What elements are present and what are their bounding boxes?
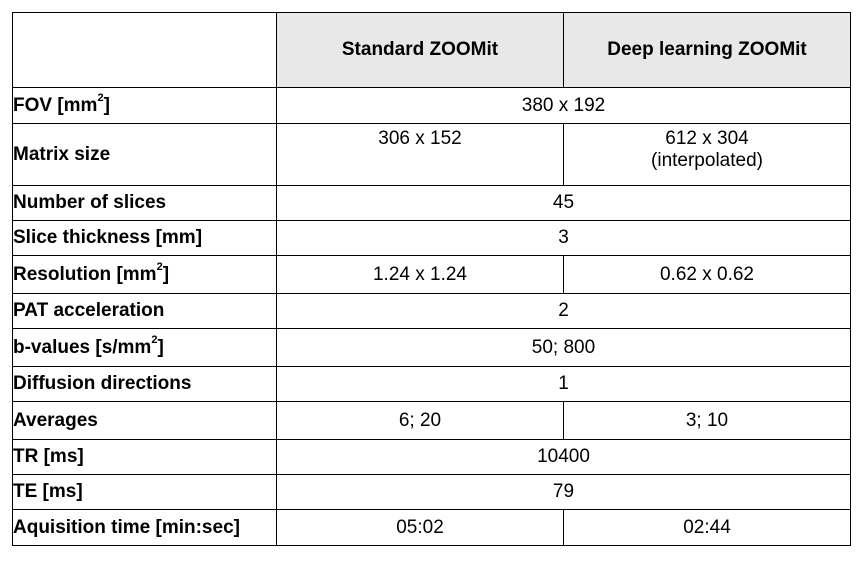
deep-learning-value-cell: 02:44 xyxy=(563,509,851,546)
table-row: b-values [s/mm2] 50; 800 xyxy=(12,328,851,367)
standard-value-cell: 306 x 152 xyxy=(276,123,564,186)
header-row: Standard ZOOMit Deep learning ZOOMit xyxy=(12,12,851,88)
row-label: Slice thickness [mm] xyxy=(12,220,277,256)
table-row: Number of slices 45 xyxy=(12,185,851,221)
standard-value-cell: 6; 20 xyxy=(276,401,564,440)
merged-value-cell: 380 x 192 xyxy=(276,87,851,124)
row-label: Diffusion directions xyxy=(12,366,277,402)
header-corner-cell xyxy=(12,12,277,88)
row-label: Aquisition time [min:sec] xyxy=(12,509,277,546)
merged-value-cell: 3 xyxy=(276,220,851,256)
merged-value-cell: 45 xyxy=(276,185,851,221)
standard-value-cell: 1.24 x 1.24 xyxy=(276,255,564,294)
row-label: Averages xyxy=(12,401,277,440)
merged-value-cell: 10400 xyxy=(276,439,851,475)
row-label: Resolution [mm2] xyxy=(12,255,277,294)
row-label: PAT acceleration xyxy=(12,293,277,329)
table-row: PAT acceleration 2 xyxy=(12,293,851,329)
table-row: Resolution [mm2] 1.24 x 1.24 0.62 x 0.62 xyxy=(12,255,851,294)
merged-value-cell: 1 xyxy=(276,366,851,402)
table-row: TR [ms] 10400 xyxy=(12,439,851,475)
row-label: b-values [s/mm2] xyxy=(12,328,277,367)
table-row: FOV [mm2] 380 x 192 xyxy=(12,87,851,124)
merged-value-cell: 2 xyxy=(276,293,851,329)
row-label: TR [ms] xyxy=(12,439,277,475)
row-label: TE [ms] xyxy=(12,474,277,510)
merged-value-cell: 79 xyxy=(276,474,851,510)
row-label: FOV [mm2] xyxy=(12,87,277,124)
table-row: Matrix size 306 x 152 612 x 304 (interpol… xyxy=(12,123,851,186)
table-row: Slice thickness [mm] 3 xyxy=(12,220,851,256)
deep-learning-value-cell: 0.62 x 0.62 xyxy=(563,255,851,294)
row-label: Number of slices xyxy=(12,185,277,221)
table-row: Diffusion directions 1 xyxy=(12,366,851,402)
table-row: Aquisition time [min:sec] 05:02 02:44 xyxy=(12,509,851,546)
deep-learning-value-cell: 612 x 304 (interpolated) xyxy=(563,123,851,186)
merged-value-cell: 50; 800 xyxy=(276,328,851,367)
header-deep-learning-zoomit: Deep learning ZOOMit xyxy=(563,12,851,88)
table-row: TE [ms] 79 xyxy=(12,474,851,510)
parameters-table: Standard ZOOMit Deep learning ZOOMit FOV… xyxy=(12,12,851,546)
row-label: Matrix size xyxy=(12,123,277,186)
table-row: Averages 6; 20 3; 10 xyxy=(12,401,851,440)
deep-learning-value-cell: 3; 10 xyxy=(563,401,851,440)
standard-value-cell: 05:02 xyxy=(276,509,564,546)
header-standard-zoomit: Standard ZOOMit xyxy=(276,12,564,88)
